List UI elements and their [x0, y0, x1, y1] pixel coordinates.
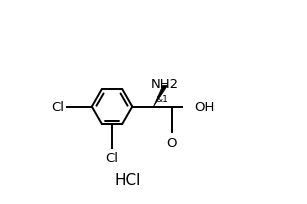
Text: Cl: Cl	[52, 101, 64, 113]
Text: O: O	[166, 136, 177, 149]
Text: OH: OH	[194, 101, 214, 113]
Text: &1: &1	[155, 94, 168, 103]
Text: NH2: NH2	[151, 78, 179, 91]
Text: HCl: HCl	[114, 172, 140, 187]
Text: Cl: Cl	[106, 151, 119, 164]
Polygon shape	[154, 86, 168, 107]
